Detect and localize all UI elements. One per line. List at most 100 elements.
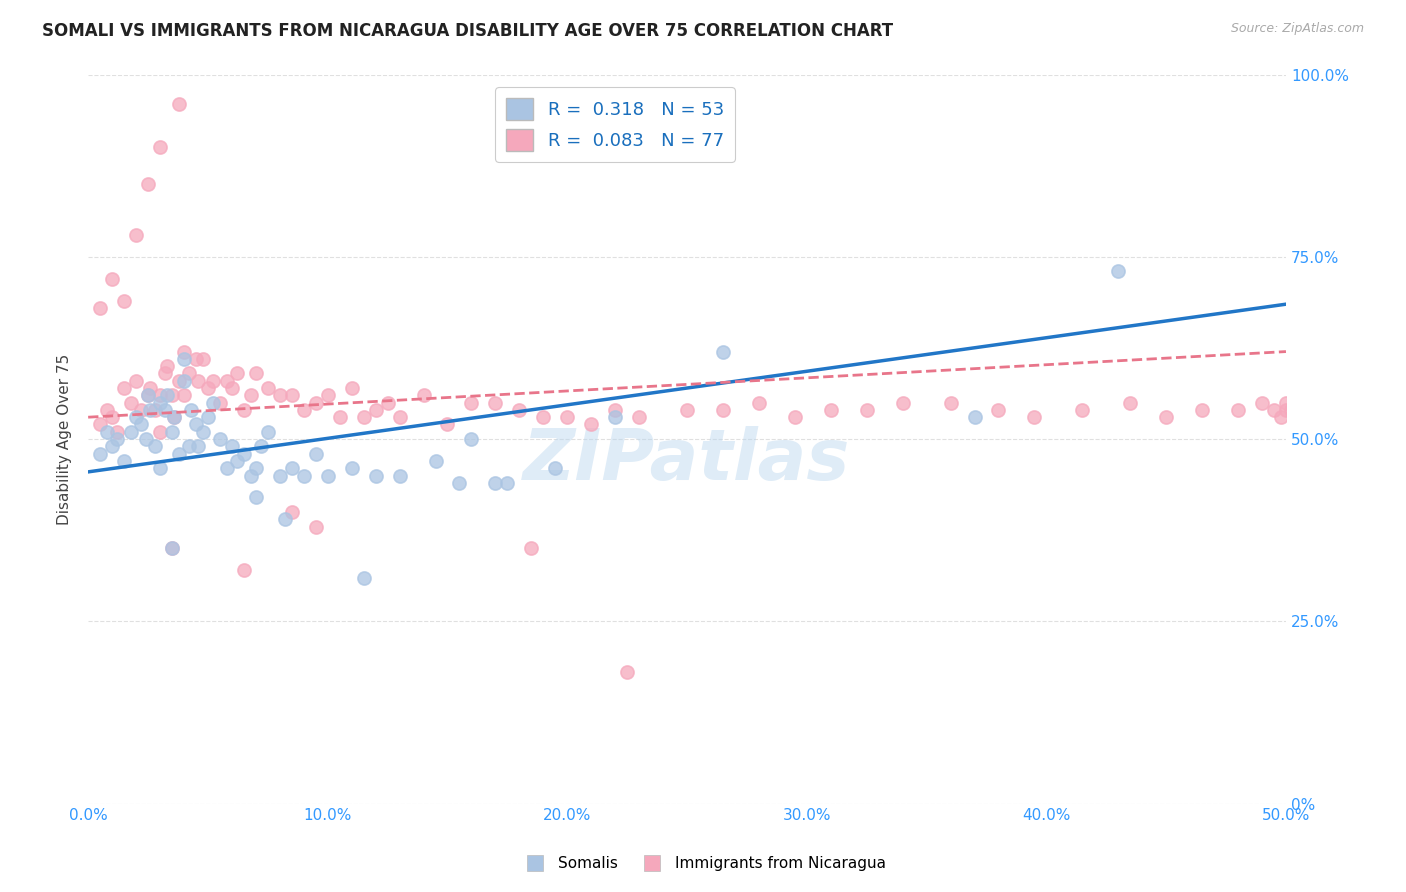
Point — [167, 96, 190, 111]
Point — [153, 367, 176, 381]
Point — [628, 410, 651, 425]
Point — [1263, 403, 1285, 417]
Point — [197, 410, 219, 425]
Point — [125, 227, 148, 242]
Point — [197, 381, 219, 395]
Point — [676, 403, 699, 417]
Point — [281, 388, 304, 402]
Point — [112, 454, 135, 468]
Point — [544, 461, 567, 475]
Point — [364, 403, 387, 417]
Point — [245, 491, 267, 505]
Point — [305, 395, 328, 409]
Y-axis label: Disability Age Over 75: Disability Age Over 75 — [58, 353, 72, 524]
Point — [605, 403, 627, 417]
Point — [316, 388, 339, 402]
Point — [1270, 410, 1292, 425]
Point — [191, 425, 214, 439]
Point — [139, 381, 162, 395]
Legend: R =  0.318   N = 53, R =  0.083   N = 77: R = 0.318 N = 53, R = 0.083 N = 77 — [495, 87, 735, 162]
Point — [136, 388, 159, 402]
Point — [184, 417, 207, 432]
Point — [177, 439, 200, 453]
Point — [167, 374, 190, 388]
Point — [256, 425, 278, 439]
Point — [232, 447, 254, 461]
Point — [1275, 395, 1298, 409]
Point — [232, 403, 254, 417]
Point — [217, 374, 239, 388]
Point — [783, 410, 806, 425]
Point — [153, 403, 176, 417]
Point — [425, 454, 447, 468]
Point — [855, 403, 877, 417]
Point — [96, 425, 118, 439]
Point — [605, 410, 627, 425]
Point — [112, 293, 135, 308]
Point — [245, 461, 267, 475]
Point — [249, 439, 271, 453]
Point — [748, 395, 770, 409]
Point — [187, 374, 209, 388]
Point — [136, 177, 159, 191]
Point — [1286, 403, 1309, 417]
Point — [555, 410, 578, 425]
Point — [340, 461, 363, 475]
Point — [125, 374, 148, 388]
Point — [1227, 403, 1250, 417]
Point — [240, 468, 263, 483]
Point — [173, 374, 195, 388]
Point — [160, 541, 183, 556]
Point — [305, 519, 328, 533]
Point — [963, 410, 986, 425]
Point — [149, 140, 172, 154]
Point — [281, 461, 304, 475]
Point — [173, 344, 195, 359]
Point — [208, 395, 231, 409]
Point — [160, 541, 183, 556]
Point — [101, 439, 124, 453]
Point — [1119, 395, 1142, 409]
Point — [177, 367, 200, 381]
Point — [520, 541, 543, 556]
Point — [89, 447, 111, 461]
Point — [1279, 403, 1302, 417]
Point — [135, 432, 157, 446]
Point — [89, 417, 111, 432]
Point — [1107, 264, 1129, 278]
Point — [436, 417, 458, 432]
Point — [221, 439, 243, 453]
Point — [269, 468, 291, 483]
Point — [167, 447, 190, 461]
Point — [616, 665, 638, 680]
Point — [364, 468, 387, 483]
Point — [232, 563, 254, 577]
Point — [273, 512, 295, 526]
Point — [240, 388, 263, 402]
Point — [163, 410, 186, 425]
Point — [508, 403, 530, 417]
Point — [281, 505, 304, 519]
Point — [353, 571, 375, 585]
Point — [180, 403, 202, 417]
Point — [329, 410, 352, 425]
Point — [149, 388, 172, 402]
Point — [120, 425, 142, 439]
Point — [1154, 410, 1177, 425]
Point — [1024, 410, 1046, 425]
Point — [305, 447, 328, 461]
Point — [149, 395, 172, 409]
Point — [101, 271, 124, 285]
Point — [939, 395, 962, 409]
Point — [412, 388, 434, 402]
Point — [460, 395, 482, 409]
Point — [987, 403, 1010, 417]
Point — [129, 417, 152, 432]
Point — [201, 395, 224, 409]
Point — [143, 439, 166, 453]
Point — [225, 367, 247, 381]
Point — [156, 359, 179, 373]
Point — [136, 388, 159, 402]
Point — [388, 468, 411, 483]
Point — [1251, 395, 1274, 409]
